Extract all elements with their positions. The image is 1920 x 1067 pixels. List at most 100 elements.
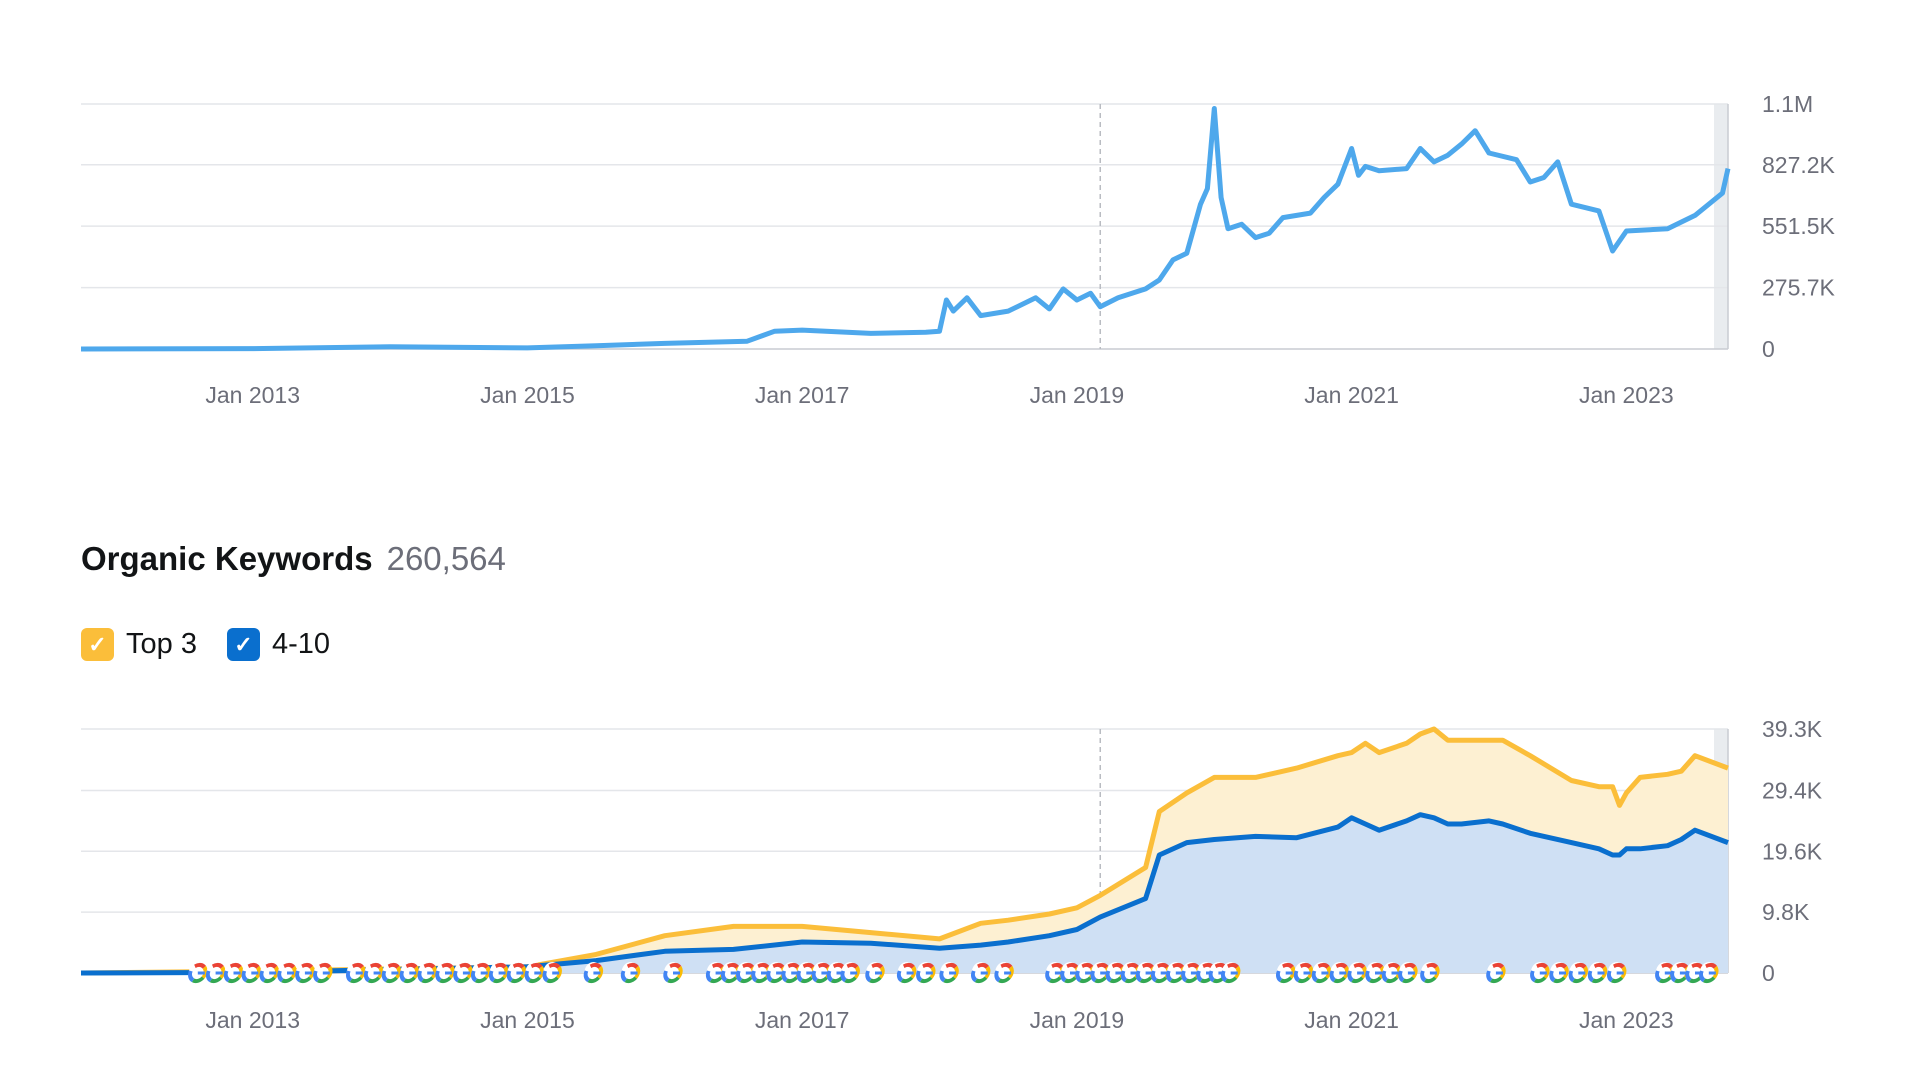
organic-keywords-header: Organic Keywords 260,564 bbox=[81, 540, 506, 578]
google-update-icon[interactable] bbox=[223, 962, 245, 984]
google-update-icon[interactable] bbox=[1135, 962, 1157, 984]
y-tick-label: 827.2K bbox=[1762, 152, 1836, 178]
google-update-icon[interactable] bbox=[864, 962, 886, 984]
google-update-icon[interactable] bbox=[416, 962, 438, 984]
top3-series-line bbox=[80, 726, 1729, 976]
y-tick-label: 39.3K bbox=[1762, 716, 1823, 742]
google-update-icon[interactable] bbox=[1120, 962, 1142, 984]
organic-keywords-chart: 0 9.8K 19.6K 29.4K 39.3K Jan 2013 Jan 2015 Jan … bbox=[80, 716, 1823, 1033]
google-update-icon[interactable] bbox=[662, 962, 684, 984]
google-update-icon[interactable] bbox=[452, 962, 474, 984]
google-update-icon[interactable] bbox=[1567, 962, 1589, 984]
legend-4-10-toggle[interactable]: ✓ 4-10 bbox=[226, 628, 330, 661]
google-update-icon[interactable] bbox=[620, 962, 642, 984]
google-update-icon[interactable] bbox=[970, 962, 992, 984]
google-update-icon[interactable] bbox=[312, 962, 334, 984]
google-update-icon[interactable] bbox=[240, 962, 262, 984]
checkbox-checked-icon[interactable]: ✓ bbox=[81, 628, 114, 661]
google-update-icon[interactable] bbox=[1220, 962, 1242, 984]
y-tick-label: 29.4K bbox=[1762, 777, 1823, 803]
x-tick-label: Jan 2019 bbox=[1030, 382, 1125, 408]
x-tick-label: Jan 2013 bbox=[205, 1007, 300, 1033]
top3-area bbox=[81, 729, 1728, 973]
google-update-icon[interactable] bbox=[1485, 962, 1507, 984]
google-update-icon[interactable] bbox=[505, 962, 527, 984]
google-update-icon[interactable] bbox=[582, 962, 604, 984]
google-update-icon[interactable] bbox=[1548, 962, 1570, 984]
google-update-icon[interactable] bbox=[1654, 962, 1676, 984]
google-update-icon[interactable] bbox=[345, 962, 367, 984]
google-update-icon[interactable] bbox=[1346, 962, 1368, 984]
y-tick-label: 551.5K bbox=[1762, 213, 1836, 239]
google-update-icon[interactable] bbox=[735, 962, 757, 984]
google-update-icon[interactable] bbox=[380, 962, 402, 984]
x-tick-label: Jan 2017 bbox=[755, 1007, 850, 1033]
google-update-icon[interactable] bbox=[363, 962, 385, 984]
organic-keywords-title: Organic Keywords bbox=[81, 540, 373, 577]
google-update-icon[interactable] bbox=[1180, 962, 1202, 984]
traffic-series-line bbox=[80, 106, 1731, 352]
google-update-icon[interactable] bbox=[1328, 962, 1350, 984]
google-update-icon[interactable] bbox=[1310, 962, 1332, 984]
google-update-icon[interactable] bbox=[1698, 962, 1720, 984]
google-update-icon[interactable] bbox=[187, 962, 209, 984]
y-tick-label: 0 bbox=[1762, 336, 1775, 362]
4-10-area bbox=[81, 814, 1728, 973]
google-update-icon[interactable] bbox=[470, 962, 492, 984]
x-tick-label: Jan 2017 bbox=[755, 382, 850, 408]
y-tick-label: 9.8K bbox=[1762, 899, 1810, 925]
google-update-icon[interactable] bbox=[488, 962, 510, 984]
google-update-icon[interactable] bbox=[1381, 962, 1403, 984]
google-update-icon[interactable] bbox=[434, 962, 456, 984]
y-tick-label: 0 bbox=[1762, 960, 1775, 986]
4-10-series-line bbox=[80, 812, 1729, 976]
google-update-icon[interactable] bbox=[938, 962, 960, 984]
x-tick-label: Jan 2015 bbox=[480, 1007, 575, 1033]
google-update-icon[interactable] bbox=[915, 962, 937, 984]
google-update-icon[interactable] bbox=[1275, 962, 1297, 984]
google-update-icon[interactable] bbox=[720, 962, 742, 984]
y-tick-label: 275.7K bbox=[1762, 275, 1836, 301]
google-update-icon[interactable] bbox=[1419, 962, 1441, 984]
google-update-icon[interactable] bbox=[1587, 962, 1609, 984]
google-update-icon[interactable] bbox=[294, 962, 316, 984]
google-update-icon[interactable] bbox=[1059, 962, 1081, 984]
y-tick-label: 1.1M bbox=[1762, 91, 1813, 117]
x-tick-label: Jan 2019 bbox=[1030, 1007, 1125, 1033]
x-tick-label: Jan 2021 bbox=[1304, 1007, 1399, 1033]
google-update-icon[interactable] bbox=[810, 962, 832, 984]
google-update-icon[interactable] bbox=[1606, 962, 1628, 984]
google-update-icon[interactable] bbox=[205, 962, 227, 984]
google-update-icon[interactable] bbox=[839, 962, 861, 984]
google-update-icon[interactable] bbox=[541, 962, 563, 984]
checkbox-checked-icon[interactable]: ✓ bbox=[226, 628, 260, 661]
organic-keywords-count: 260,564 bbox=[386, 540, 506, 577]
legend-label: 4-10 bbox=[271, 628, 330, 660]
google-update-icon[interactable] bbox=[258, 962, 280, 984]
google-update-icon[interactable] bbox=[276, 962, 298, 984]
google-update-icon[interactable] bbox=[896, 962, 918, 984]
google-update-icon[interactable] bbox=[1074, 962, 1096, 984]
google-update-icon[interactable] bbox=[1293, 962, 1315, 984]
x-tick-label: Jan 2021 bbox=[1304, 382, 1399, 408]
legend-label: Top 3 bbox=[126, 628, 197, 660]
google-update-icon[interactable] bbox=[750, 962, 772, 984]
google-update-icon[interactable] bbox=[1165, 962, 1187, 984]
x-tick-label: Jan 2023 bbox=[1579, 382, 1674, 408]
google-update-icon[interactable] bbox=[1669, 962, 1691, 984]
legend: ✓ Top 3 ✓ 4-10 bbox=[81, 628, 330, 661]
y-tick-label: 19.6K bbox=[1762, 838, 1823, 864]
traffic-chart: 0 275.7K 551.5K 827.2K 1.1M Jan 2013 Jan 2015 J… bbox=[80, 91, 1836, 408]
google-update-icon[interactable] bbox=[1529, 962, 1551, 984]
x-tick-label: Jan 2013 bbox=[205, 382, 300, 408]
x-tick-label: Jan 2023 bbox=[1579, 1007, 1674, 1033]
legend-top3-toggle[interactable]: ✓ Top 3 bbox=[81, 628, 197, 661]
google-update-icon[interactable] bbox=[993, 962, 1015, 984]
google-update-icon[interactable] bbox=[523, 962, 545, 984]
google-update-icon[interactable] bbox=[1364, 962, 1386, 984]
google-update-icon[interactable] bbox=[1089, 962, 1111, 984]
google-update-icon[interactable] bbox=[398, 962, 420, 984]
x-tick-label: Jan 2015 bbox=[480, 382, 575, 408]
google-update-icon[interactable] bbox=[1397, 962, 1419, 984]
